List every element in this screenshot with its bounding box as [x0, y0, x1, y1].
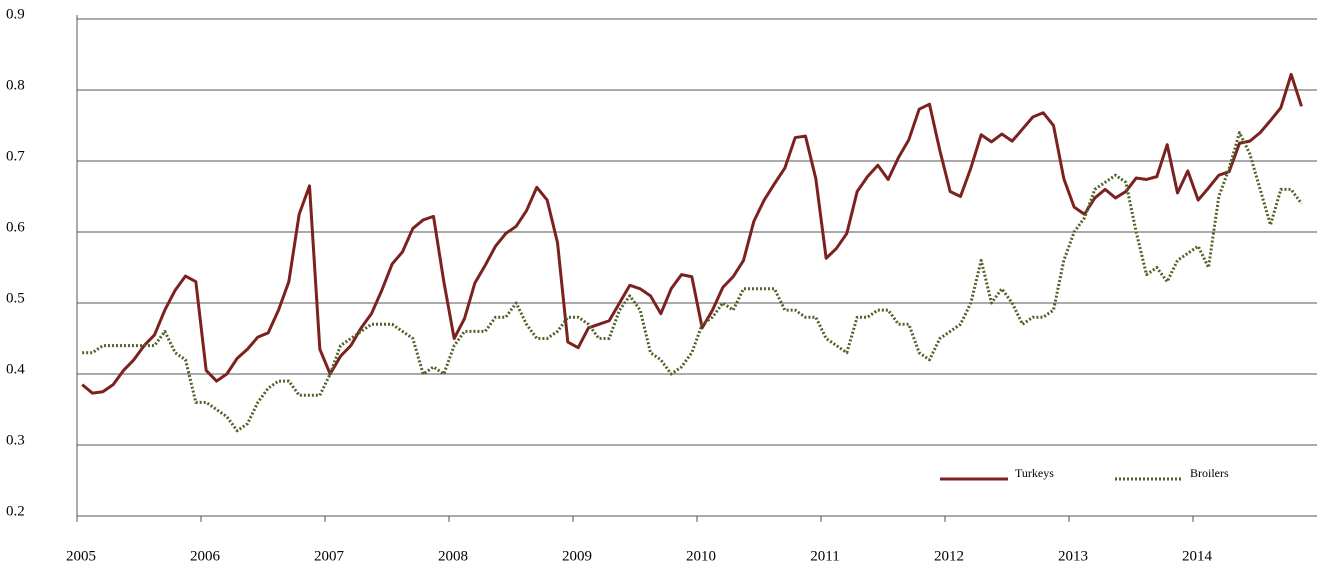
x-tick-label: 2008	[438, 548, 468, 564]
y-tick-label: 0.8	[6, 77, 25, 93]
x-tick-label: 2013	[1058, 548, 1088, 564]
y-tick-label: 0.9	[6, 6, 25, 22]
series-line	[81, 72, 1303, 395]
x-tick-label: 2006	[190, 548, 221, 564]
x-tick-label: 2007	[314, 548, 345, 564]
x-tick-label: 2005	[66, 548, 96, 564]
legend-label: Turkeys	[1015, 466, 1054, 480]
x-tick-label: 2011	[810, 548, 839, 564]
x-tick-label: 2009	[562, 548, 592, 564]
y-tick-label: 0.7	[6, 148, 25, 164]
y-tick-label: 0.5	[6, 290, 25, 306]
y-tick-label: 0.3	[6, 432, 25, 448]
legend-label: Broilers	[1190, 466, 1229, 480]
x-tick-label: 2012	[934, 548, 964, 564]
y-tick-label: 0.4	[6, 361, 25, 377]
y-tick-label: 0.6	[6, 219, 25, 235]
x-tick-label: 2010	[686, 548, 716, 564]
x-tick-label: 2014	[1182, 548, 1213, 564]
series-line	[82, 131, 1303, 433]
y-tick-label: 0.2	[6, 503, 25, 519]
